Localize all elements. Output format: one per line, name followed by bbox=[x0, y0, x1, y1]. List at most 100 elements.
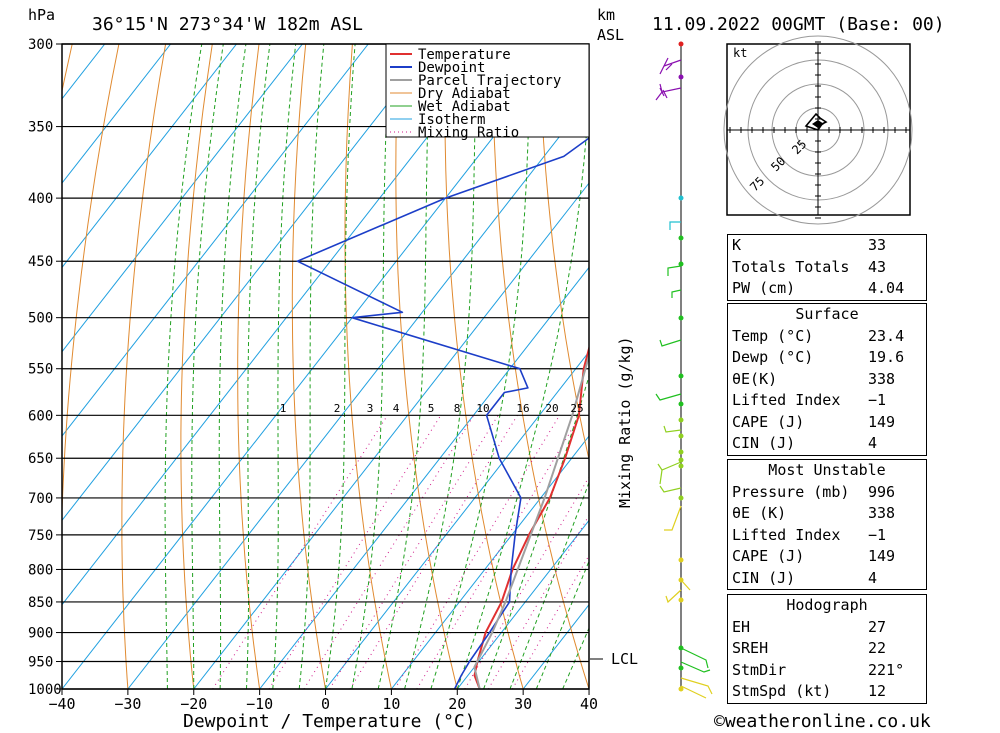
isotherm-line bbox=[325, 350, 589, 689]
index-row-pw: PW (cm) 4.04 bbox=[728, 278, 926, 300]
pressure-tick-label: 700 bbox=[28, 491, 53, 507]
surface-value: 23.4 bbox=[868, 326, 905, 345]
wind-level-dot bbox=[678, 74, 684, 80]
surface-row: Temp (°C) 23.4 bbox=[728, 326, 926, 348]
storm-motion-marker bbox=[812, 120, 824, 128]
pressure-tick-label: 300 bbox=[28, 37, 53, 53]
dry-adiabat-line bbox=[121, 44, 167, 689]
wind-barb bbox=[665, 579, 691, 604]
mu-row: Pressure (mb) 996 bbox=[728, 482, 926, 504]
surface-label: Temp (°C) bbox=[732, 326, 814, 345]
asl-unit-label: ASL bbox=[597, 26, 624, 44]
index-value: 33 bbox=[868, 236, 887, 254]
legend-box bbox=[385, 43, 590, 138]
hodograph-ring bbox=[723, 35, 913, 225]
mixing-ratio-label: 3 bbox=[367, 402, 374, 415]
wet-adiabat-line bbox=[246, 44, 271, 689]
mixing-ratio-label: 5 bbox=[428, 402, 435, 415]
wind-barb bbox=[659, 485, 682, 493]
temperature-tick-label: 30 bbox=[514, 695, 532, 713]
hodograph-table: Hodograph EH 27 SREH 22 StmDir 221° StmSpd … bbox=[727, 594, 927, 704]
mu-label: Lifted Index bbox=[732, 525, 841, 544]
hodograph-unit-label: kt bbox=[733, 46, 747, 60]
hodo-row: SREH 22 bbox=[728, 638, 926, 660]
temperature-tick-label: −10 bbox=[246, 695, 273, 713]
legend-entry: Temperature bbox=[418, 47, 511, 63]
wind-barb bbox=[664, 505, 682, 531]
isotherm-line bbox=[391, 435, 589, 689]
profile-lines bbox=[296, 74, 589, 689]
mu-value: −1 bbox=[868, 525, 887, 544]
surface-row: Lifted Index −1 bbox=[728, 390, 926, 412]
hodo-label: StmSpd (kt) bbox=[732, 682, 832, 700]
wind-barb bbox=[655, 83, 682, 101]
most-unstable-title: Most Unstable bbox=[768, 461, 886, 479]
mixing-ratio-label: 1 bbox=[280, 402, 287, 415]
hodo-row: StmDir 221° bbox=[728, 660, 926, 682]
temperature-tick-label: 10 bbox=[382, 695, 400, 713]
wind-barb bbox=[680, 677, 713, 699]
mixing-ratio-label: 20 bbox=[545, 402, 558, 415]
isotherm-line bbox=[62, 44, 567, 689]
km-unit-label: km bbox=[597, 6, 615, 24]
dry-adiabat-line bbox=[62, 44, 120, 689]
datetime-title: 11.09.2022 00GMT (Base: 00) bbox=[652, 14, 945, 35]
hodo-value: 22 bbox=[868, 639, 887, 657]
wet-adiabat-line bbox=[351, 44, 391, 689]
surface-value: 149 bbox=[868, 412, 896, 431]
wind-barb bbox=[669, 221, 681, 230]
wind-level-dot bbox=[678, 373, 684, 379]
isotherm-line bbox=[62, 44, 172, 184]
pressure-tick-label: 450 bbox=[28, 254, 53, 270]
isotherm-line bbox=[62, 44, 237, 269]
surface-value: −1 bbox=[868, 391, 887, 409]
lcl-label: LCL bbox=[611, 650, 638, 668]
axes: 1 2 3 4 5 8 10 16 20 2530035040045050055060065070… bbox=[28, 37, 598, 713]
wind-level-dot bbox=[678, 665, 684, 671]
location-title: 36°15'N 273°34'W 182m ASL bbox=[92, 14, 363, 35]
legend-entry: Dewpoint bbox=[418, 60, 485, 76]
hodo-label: EH bbox=[732, 617, 751, 636]
series-parcel-trajectory bbox=[473, 352, 589, 689]
index-row-totals: Totals Totals 43 bbox=[728, 257, 926, 279]
wind-level-dot bbox=[678, 417, 684, 423]
wind-level-dot bbox=[678, 495, 684, 501]
hodo-value: 221° bbox=[868, 660, 905, 679]
wind-profile bbox=[655, 41, 713, 699]
mu-row: θE (K) 338 bbox=[728, 503, 926, 525]
wind-barb bbox=[659, 57, 682, 75]
surface-table: Surface Temp (°C) 23.4 Dewp (°C) 19.6 θE(K… bbox=[727, 303, 927, 456]
mu-value: 996 bbox=[868, 482, 896, 501]
copyright-footer[interactable]: ©weatheronline.co.uk bbox=[714, 711, 931, 732]
y2-axis-title: Mixing Ratio (g/kg) bbox=[616, 336, 634, 508]
legend-entry: Mixing Ratio bbox=[418, 125, 519, 141]
isotherm-line bbox=[127, 97, 589, 689]
pressure-tick-label: 800 bbox=[28, 562, 53, 578]
surface-row: Dewp (°C) 19.6 bbox=[728, 347, 926, 369]
wet-adiabat-line bbox=[298, 44, 325, 689]
mixing-ratio-label: 4 bbox=[393, 402, 400, 415]
hodograph-title: Hodograph bbox=[786, 596, 868, 614]
wind-barb bbox=[655, 393, 682, 401]
temperature-tick-label: 20 bbox=[448, 695, 466, 713]
index-value: 43 bbox=[868, 257, 887, 276]
wind-barb bbox=[680, 647, 711, 673]
mu-row: CIN (J) 4 bbox=[728, 568, 926, 590]
dry-adiabat-line bbox=[960, 44, 1000, 689]
index-row-k: K 33 bbox=[728, 235, 926, 257]
pressure-tick-label: 600 bbox=[28, 408, 53, 424]
temperature-tick-label: −30 bbox=[114, 695, 141, 713]
hodo-value: 12 bbox=[868, 682, 887, 700]
surface-label: Dewp (°C) bbox=[732, 348, 814, 366]
mu-value: 149 bbox=[868, 547, 896, 565]
isotherm-line bbox=[456, 519, 589, 689]
isotherm-line bbox=[62, 44, 369, 437]
mixing-ratio-label: 8 bbox=[454, 402, 461, 415]
pressure-tick-label: 500 bbox=[28, 311, 53, 327]
mixing-ratio-line bbox=[511, 554, 589, 689]
surface-title: Surface bbox=[795, 305, 859, 323]
wind-level-dot bbox=[678, 315, 684, 321]
temperature-tick-label: −40 bbox=[48, 695, 75, 713]
hodo-label: StmDir bbox=[732, 660, 787, 679]
wind-level-dot bbox=[678, 235, 684, 241]
